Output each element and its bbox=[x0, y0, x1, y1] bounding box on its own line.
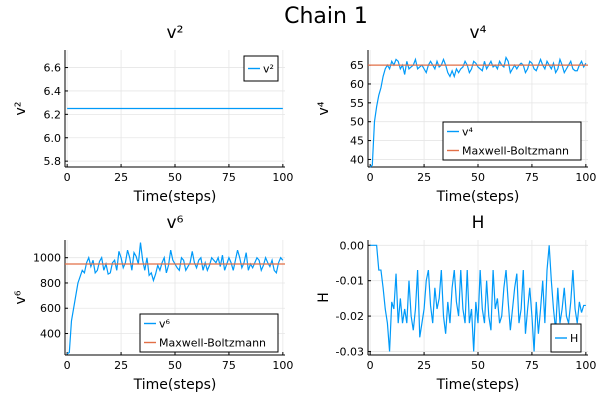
x-tick-label: 75 bbox=[525, 171, 539, 184]
legend-entry: v⁶ bbox=[159, 318, 171, 331]
y-tick-label: 0.00 bbox=[340, 239, 365, 252]
x-tick-label: 0 bbox=[367, 171, 374, 184]
x-tick-label: 50 bbox=[168, 359, 182, 372]
legend: H bbox=[550, 323, 582, 353]
x-tick-label: 100 bbox=[272, 171, 293, 184]
x-axis-label: Time(steps) bbox=[133, 377, 217, 393]
x-tick-label: 0 bbox=[64, 171, 71, 184]
y-tick-label: 6.2 bbox=[44, 108, 62, 121]
x-axis-label: Time(steps) bbox=[133, 189, 217, 205]
legend-box bbox=[139, 313, 279, 353]
y-tick-label: 55 bbox=[350, 97, 364, 110]
y-tick-label: 45 bbox=[350, 135, 364, 148]
x-tick-label: 50 bbox=[471, 359, 485, 372]
legend-entry: v² bbox=[263, 63, 274, 76]
x-tick-label: 100 bbox=[272, 359, 293, 372]
subplot-title: v² bbox=[167, 23, 184, 43]
y-axis-label: v² bbox=[13, 102, 29, 116]
x-axis-label: Time(steps) bbox=[436, 377, 520, 393]
legend-entry: Maxwell-Boltzmann bbox=[159, 337, 266, 350]
x-tick-label: 100 bbox=[575, 359, 596, 372]
y-axis-label: H bbox=[316, 292, 332, 303]
x-tick-label: 0 bbox=[367, 359, 374, 372]
legend-entry: H bbox=[570, 332, 578, 345]
legend: v⁴ Maxwell-Boltzmann bbox=[442, 121, 582, 161]
x-axis-label: Time(steps) bbox=[436, 189, 520, 205]
y-tick-label: 60 bbox=[350, 78, 364, 91]
y-tick-label: 6.4 bbox=[44, 85, 62, 98]
y-tick-label: -0.02 bbox=[336, 310, 364, 323]
x-tick-label: 50 bbox=[168, 171, 182, 184]
figure-title: Chain 1 bbox=[284, 4, 368, 29]
legend-entry: v⁴ bbox=[462, 126, 474, 139]
y-axis-label: v⁶ bbox=[13, 290, 29, 304]
legend: v² bbox=[243, 55, 279, 82]
y-tick-label: -0.01 bbox=[336, 275, 364, 288]
x-tick-label: 25 bbox=[114, 359, 128, 372]
y-tick-label: 600 bbox=[40, 302, 61, 315]
x-tick-label: 75 bbox=[222, 359, 236, 372]
subplot-3: 0 25 50 75 1004006008001000v⁶Time(steps)v⁶v⁶… bbox=[13, 213, 293, 393]
y-tick-label: 400 bbox=[40, 328, 61, 341]
subplot-grid: 0 25 50 75 100 5.8 6.0 6.2 6.4 6.6 v² Time(steps) v²… bbox=[13, 23, 596, 393]
y-tick-label: 50 bbox=[350, 116, 364, 129]
x-tick-label: 75 bbox=[222, 171, 236, 184]
subplot-4: 0 25 50 75 100 0.00 -0.01 -0.02 -0.03 H Time(steps… bbox=[316, 213, 596, 393]
x-tick-label: 25 bbox=[417, 359, 431, 372]
y-tick-label: 5.8 bbox=[44, 155, 62, 168]
y-tick-label: 800 bbox=[40, 277, 61, 290]
x-tick-label: 100 bbox=[575, 171, 596, 184]
y-tick-label: 65 bbox=[350, 59, 364, 72]
subplot-title: v⁴ bbox=[470, 23, 487, 43]
y-tick-label: -0.03 bbox=[336, 345, 364, 358]
subplot-title: H bbox=[472, 213, 485, 233]
y-tick-label: 6.6 bbox=[44, 62, 62, 75]
series-line-data bbox=[370, 244, 586, 352]
subplot-2: 0 25 50 75 100 40 45 50 55 60 65 v⁴ Time(steps) v⁴ v⁴ M… bbox=[316, 23, 596, 205]
y-axis-label: v⁴ bbox=[316, 101, 332, 115]
subplot-title: v⁶ bbox=[167, 213, 184, 233]
x-tick-label: 0 bbox=[64, 359, 71, 372]
legend-entry: Maxwell-Boltzmann bbox=[462, 145, 569, 158]
x-tick-label: 50 bbox=[471, 171, 485, 184]
subplot-1: 0 25 50 75 100 5.8 6.0 6.2 6.4 6.6 v² Time(steps) v²… bbox=[13, 23, 293, 205]
y-tick-label: 40 bbox=[350, 153, 364, 166]
x-tick-label: 75 bbox=[525, 359, 539, 372]
y-tick-label: 1000 bbox=[33, 252, 61, 265]
x-tick-label: 25 bbox=[114, 171, 128, 184]
legend: v⁶ Maxwell-Boltzmann bbox=[139, 313, 279, 353]
y-tick-label: 6.0 bbox=[44, 132, 62, 145]
legend-box bbox=[442, 121, 582, 161]
series-line-data bbox=[369, 55, 587, 168]
x-tick-label: 25 bbox=[417, 171, 431, 184]
